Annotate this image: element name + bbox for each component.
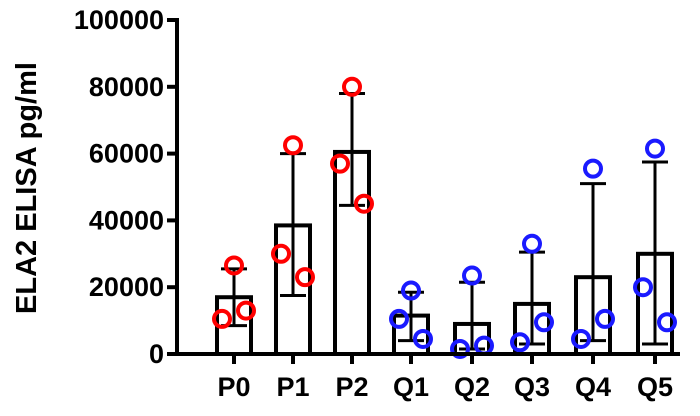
data-point	[534, 312, 554, 333]
data-point	[583, 158, 603, 179]
data-point	[389, 308, 409, 329]
data-point	[330, 153, 350, 174]
y-tick-label: 100000	[74, 5, 164, 35]
data-point	[633, 277, 653, 298]
y-axis-label: ELA2 ELISA pg/ml	[11, 62, 43, 314]
error-bars	[221, 91, 668, 351]
x-tick-label: Q1	[393, 372, 429, 402]
data-point	[595, 308, 615, 329]
data-point	[283, 135, 303, 156]
data-point	[657, 312, 677, 333]
y-tick-label: 60000	[89, 139, 164, 169]
data-point	[236, 300, 256, 321]
data-point	[401, 280, 421, 301]
data-point	[571, 328, 591, 349]
data-point	[271, 243, 291, 264]
data-point	[342, 76, 362, 97]
y-tick-label: 80000	[89, 72, 164, 102]
y-tick-label: 20000	[89, 272, 164, 302]
y-tick-label: 40000	[89, 205, 164, 235]
data-point	[450, 338, 470, 359]
data-point	[462, 265, 482, 286]
data-point	[645, 138, 665, 159]
y-axis: 0 20000 40000 60000 80000 100000	[74, 5, 179, 369]
data-point	[413, 328, 433, 349]
x-tick-label: Q2	[454, 372, 490, 402]
x-tick-label: P2	[335, 372, 368, 402]
x-tick-label: Q5	[637, 372, 673, 402]
y-tick-label: 0	[149, 339, 164, 369]
data-point	[522, 233, 542, 254]
data-point	[212, 308, 232, 329]
x-tick-label: Q4	[575, 372, 611, 402]
x-tick-label: P0	[217, 372, 250, 402]
data-point	[354, 193, 374, 214]
x-tick-label: P1	[276, 372, 309, 402]
data-points	[212, 76, 677, 359]
x-axis: P0 P1 P2 Q1 Q2 Q3 Q4 Q5	[175, 352, 680, 402]
data-point	[295, 267, 315, 288]
data-point	[224, 255, 244, 276]
x-tick-label: Q3	[514, 372, 550, 402]
data-point	[510, 332, 530, 353]
